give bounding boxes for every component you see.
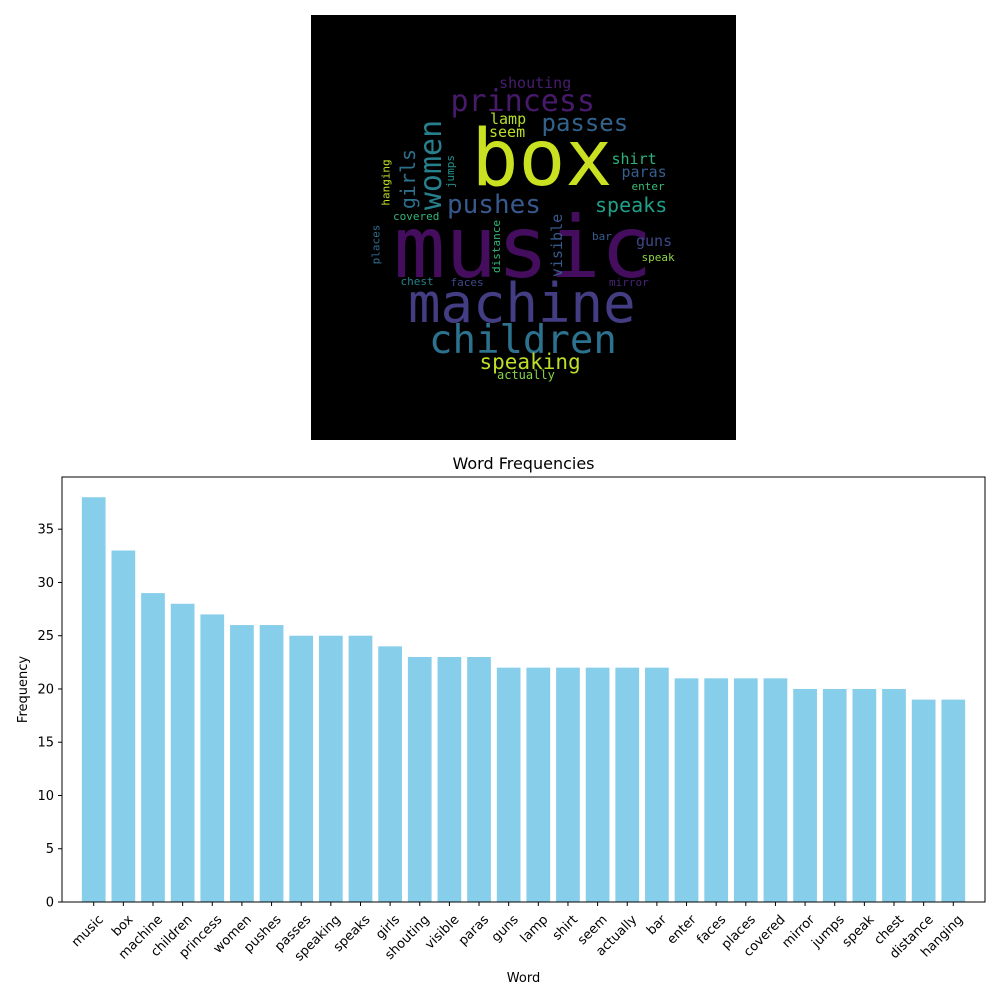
cloud-word-seem: seem — [489, 122, 526, 141]
cloud-word-speaking: speaking — [479, 349, 581, 374]
x-tick-label-lamp: lamp — [518, 912, 552, 946]
plot-frame — [61, 476, 986, 903]
cloud-word-box: box — [471, 114, 613, 204]
bar-pushes — [259, 625, 284, 902]
cloud-word-shouting: shouting — [499, 73, 572, 92]
bar-mirror — [793, 688, 817, 902]
bar-jumps — [822, 688, 847, 902]
bar-box — [111, 550, 136, 902]
bars-group — [81, 497, 966, 902]
y-tick-label: 15 — [37, 736, 54, 751]
cloud-word-lamp: lamp — [490, 109, 527, 128]
x-tick-label-enter: enter — [664, 912, 700, 948]
bar-enter — [674, 678, 699, 902]
y-tick-label: 5 — [46, 842, 54, 857]
bar-speaking — [318, 635, 343, 902]
x-tick-label-guns: guns — [489, 912, 522, 945]
x-tick-label-paras: paras — [456, 912, 492, 948]
bar-hanging — [941, 699, 966, 902]
chart-title: Word Frequencies — [452, 454, 594, 473]
bar-chart: Word Frequencies 0 5 10 15 20 25 30 35 music box… — [16, 454, 986, 986]
cloud-word-hanging: hanging — [379, 158, 393, 206]
y-tick-label: 0 — [46, 896, 54, 911]
bar-bar — [645, 667, 669, 902]
cloud-word-bar: bar — [592, 229, 612, 243]
cloud-word-places: places — [369, 224, 383, 264]
cloud-word-jumps: jumps — [443, 154, 457, 188]
y-tick-label: 35 — [37, 523, 54, 538]
bar-chest — [882, 688, 906, 902]
bar-seem — [585, 667, 610, 902]
y-tick-label: 20 — [37, 682, 54, 697]
bar-lamp — [526, 667, 551, 902]
cloud-word-faces: faces — [450, 275, 484, 289]
bar-princess — [200, 614, 225, 902]
bar-actually — [615, 667, 640, 902]
cloud-word-pushes: pushes — [447, 190, 541, 220]
bar-distance — [911, 699, 936, 902]
cloud-word-passes: passes — [541, 109, 629, 137]
y-axis: 0 5 10 15 20 25 30 35 — [37, 523, 62, 911]
x-tick-label-visible: visible — [422, 912, 462, 952]
x-axis-label: Word — [507, 971, 540, 986]
bar-faces — [704, 678, 729, 902]
cloud-word-speaks: speaks — [595, 193, 668, 217]
bar-speaks — [348, 635, 373, 902]
bar-paras — [467, 657, 491, 902]
bar-places — [733, 678, 758, 902]
x-axis: music boxmachinechildrenprincesswomenpush… — [69, 902, 966, 965]
bar-girls — [378, 646, 402, 902]
x-tick-label-speak: speak — [840, 912, 878, 950]
bar-music — [81, 497, 106, 902]
cloud-word-actually: actually — [497, 368, 555, 382]
cloud-word-music: music — [393, 198, 653, 298]
cloud-word-machine: machine — [408, 272, 636, 335]
bar-shirt — [556, 667, 580, 902]
bar-visible — [437, 657, 462, 902]
cloud-word-guns: guns — [636, 231, 673, 250]
cloud-word-women: women — [414, 119, 450, 211]
bar-guns — [496, 667, 521, 902]
cloud-word-distance: distance — [489, 219, 503, 273]
cloud-word-chest: chest — [400, 274, 434, 288]
y-tick-label: 10 — [37, 789, 54, 804]
bar-machine — [141, 593, 165, 902]
bar-women — [230, 625, 254, 902]
cloud-word-paras: paras — [621, 162, 667, 181]
y-axis-label: Frequency — [16, 656, 31, 723]
bar-children — [170, 603, 195, 902]
cloud-word-covered: covered — [393, 209, 440, 223]
cloud-word-enter: enter — [631, 179, 665, 193]
word-cloud: music box machine children princess women push… — [311, 15, 736, 440]
y-tick-label: 30 — [37, 576, 54, 591]
cloud-word-visible: visible — [547, 213, 566, 277]
cloud-word-children: children — [429, 317, 617, 363]
cloud-word-girls: girls — [396, 148, 421, 210]
bar-shouting — [407, 657, 432, 902]
cloud-word-mirror: mirror — [609, 275, 649, 289]
bar-speak — [852, 688, 877, 902]
bar-covered — [763, 678, 788, 902]
x-tick-label-jumps: jumps — [808, 912, 847, 951]
cloud-word-princess: princess — [450, 84, 596, 119]
bar-passes — [289, 635, 314, 902]
cloud-word-speak: speak — [641, 250, 675, 264]
y-tick-label: 25 — [37, 629, 54, 644]
x-tick-label-music: music — [69, 912, 107, 950]
cloud-word-shirt: shirt — [611, 149, 657, 168]
